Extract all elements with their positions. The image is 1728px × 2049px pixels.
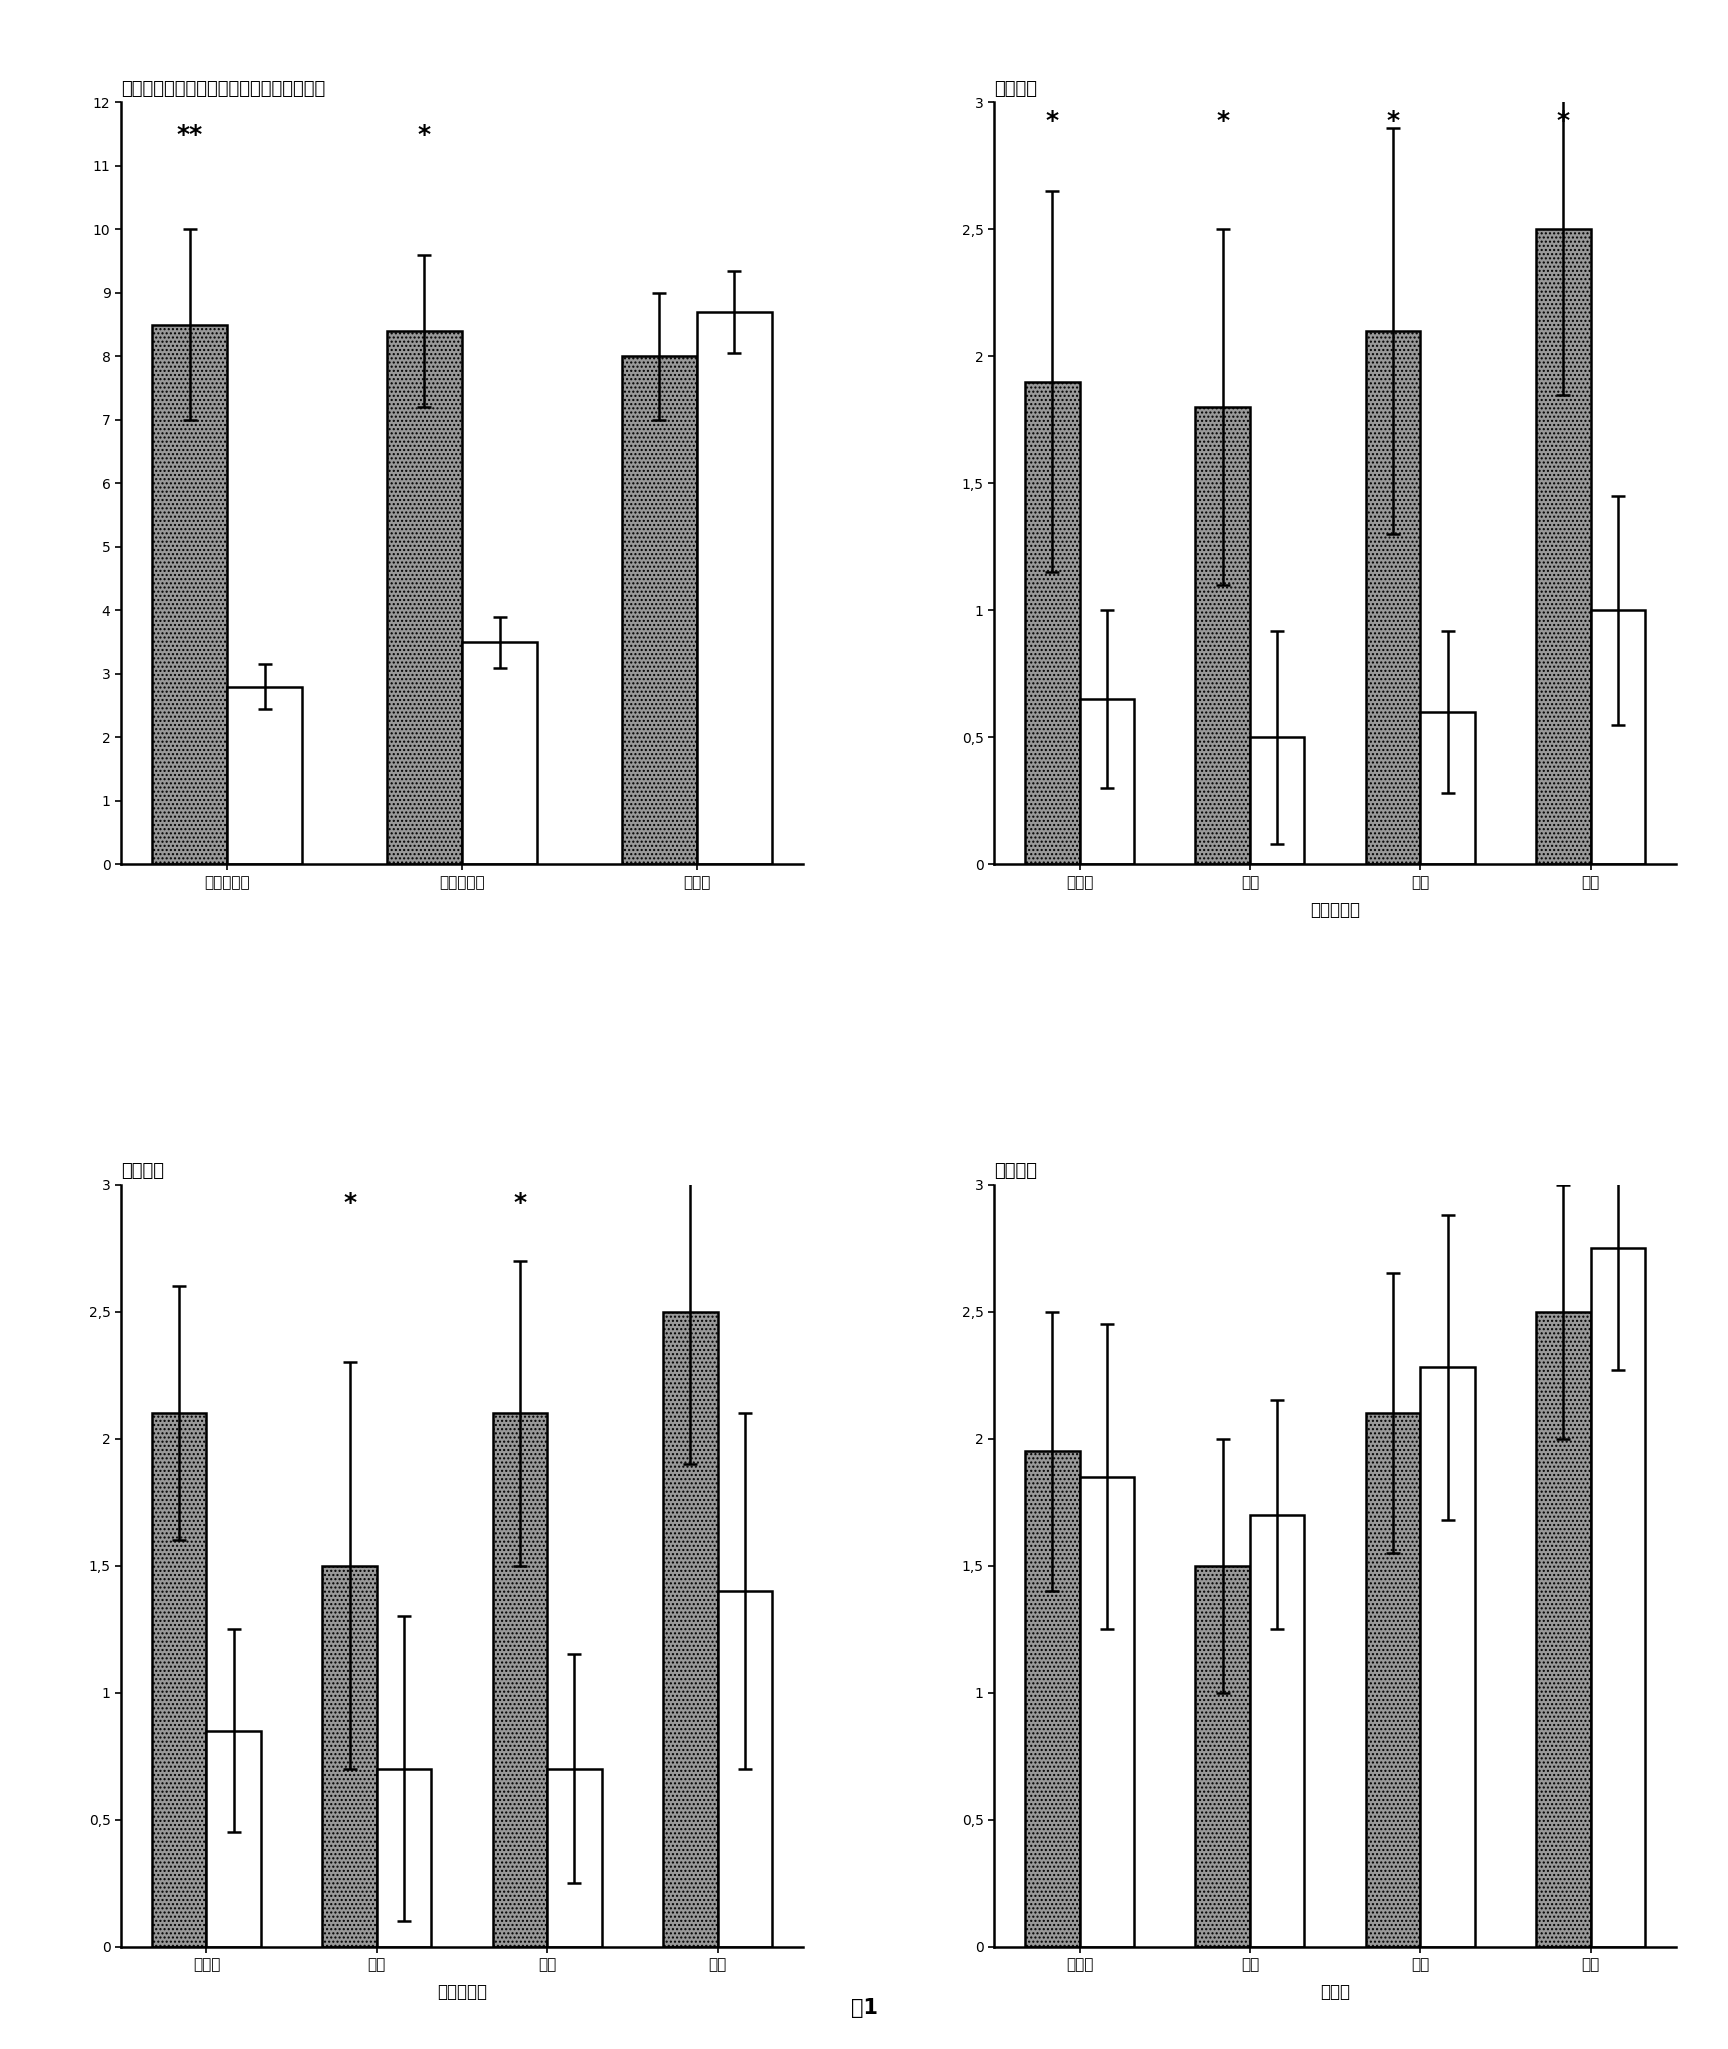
Bar <box>1420 713 1474 865</box>
Bar <box>717 1590 772 1947</box>
Bar <box>1025 381 1080 865</box>
Bar <box>1536 229 1591 865</box>
Bar <box>696 311 772 865</box>
Bar <box>1025 1451 1080 1947</box>
Text: *: * <box>1045 109 1059 133</box>
X-axis label: 左西替利喱: 左西替利喱 <box>1310 902 1360 920</box>
Text: **: ** <box>176 123 202 148</box>
Bar <box>1536 1311 1591 1947</box>
Bar <box>664 1311 717 1947</box>
Text: *: * <box>1217 109 1229 133</box>
Bar <box>461 641 537 865</box>
Bar <box>1196 1565 1249 1947</box>
Bar <box>1080 1477 1134 1947</box>
Text: *: * <box>344 1190 356 1215</box>
Text: *: * <box>418 123 430 148</box>
Bar <box>1080 699 1134 865</box>
Bar <box>377 1768 432 1947</box>
X-axis label: 地氯雷他定: 地氯雷他定 <box>437 1983 487 2002</box>
Bar <box>1365 1414 1420 1947</box>
Bar <box>1249 738 1305 865</box>
Text: *: * <box>1557 109 1571 133</box>
Text: *: * <box>1386 109 1400 133</box>
Text: 图1: 图1 <box>850 1998 878 2018</box>
Text: 症状评分: 症状评分 <box>121 1162 164 1180</box>
Bar <box>1420 1367 1474 1947</box>
Text: 症状评分: 症状评分 <box>994 1162 1037 1180</box>
Text: 总症状评分（打喷啨、鼻痒、流涕及鼻塞）: 总症状评分（打喷啨、鼻痒、流涕及鼻塞） <box>121 80 325 98</box>
Bar <box>622 357 696 865</box>
Bar <box>387 332 461 865</box>
Bar <box>1591 611 1645 865</box>
Bar <box>206 1731 261 1947</box>
Bar <box>492 1414 548 1947</box>
Bar <box>152 324 226 865</box>
Bar <box>1365 332 1420 865</box>
Bar <box>1249 1514 1305 1947</box>
Bar <box>1196 408 1249 865</box>
X-axis label: 安慰剂: 安慰剂 <box>1320 1983 1350 2002</box>
Bar <box>152 1414 206 1947</box>
Bar <box>323 1565 377 1947</box>
Text: *: * <box>513 1190 527 1215</box>
Bar <box>1591 1248 1645 1947</box>
Bar <box>226 686 302 865</box>
Bar <box>548 1768 601 1947</box>
Text: 症状评分: 症状评分 <box>994 80 1037 98</box>
